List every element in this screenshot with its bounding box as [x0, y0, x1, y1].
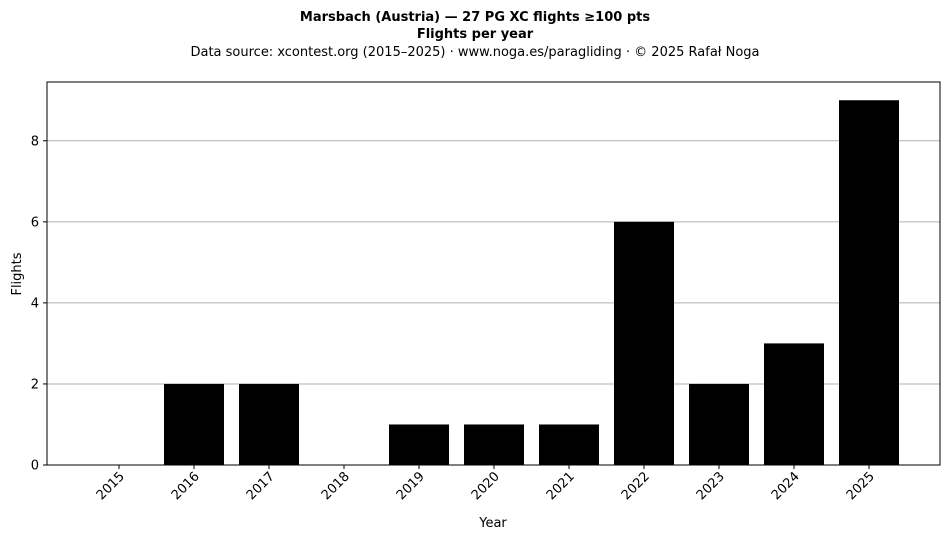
y-tick-label: 0: [31, 459, 39, 474]
x-tick-label: 2018: [319, 469, 353, 503]
bar-2019: [389, 424, 449, 465]
chart-subtitle: Flights per year: [417, 27, 534, 42]
bar-2017: [239, 383, 299, 465]
bar-2021: [539, 424, 599, 465]
x-tick-label: 2016: [169, 469, 203, 503]
chart-source: Data source: xcontest.org (2015–2025) · …: [190, 45, 759, 60]
bar-2023: [689, 383, 749, 465]
y-tick-label: 2: [31, 377, 39, 392]
y-tick-label: 8: [31, 134, 39, 149]
bar-2020: [464, 424, 524, 465]
bar-2024: [764, 343, 824, 465]
y-axis-label: Flights: [10, 252, 25, 295]
bar-2016: [164, 383, 224, 465]
x-axis-label: Year: [478, 516, 507, 531]
y-tick-label: 4: [31, 296, 39, 311]
y-axis: 0 2 4 6 8: [31, 134, 47, 474]
bar-2022: [614, 221, 674, 465]
bars: [164, 100, 899, 465]
x-tick-label: 2015: [94, 469, 128, 503]
x-tick-label: 2025: [844, 469, 878, 503]
x-tick-label: 2022: [619, 469, 653, 503]
x-tick-label: 2017: [244, 469, 278, 503]
x-tick-label: 2023: [694, 469, 728, 503]
x-tick-label: 2021: [544, 469, 578, 503]
x-tick-label: 2019: [394, 469, 428, 503]
chart-title: Marsbach (Austria) — 27 PG XC flights ≥1…: [300, 10, 650, 25]
bar-2025: [839, 100, 899, 465]
x-tick-label: 2020: [469, 469, 503, 503]
x-tick-label: 2024: [769, 469, 803, 503]
y-tick-label: 6: [31, 215, 39, 230]
x-axis: 2015 2016 2017 2018 2019 2020 2021 2022 2023 2024…: [94, 465, 878, 503]
